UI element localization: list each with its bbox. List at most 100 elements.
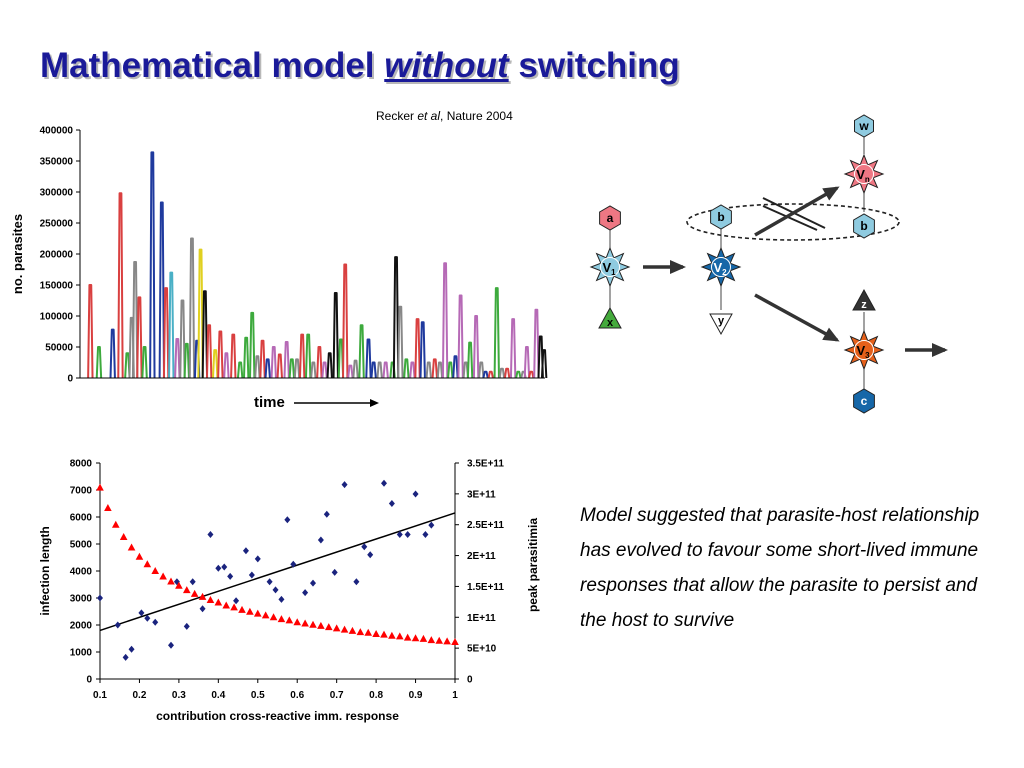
y-tick-label: 300000 [40,188,74,199]
cross-reactive-scatter-chart: 0 1000 2000 3000 4000 5000 6000 7000 8000 0 5E+10 1… [38,459,540,724]
infection-length-point [317,536,324,544]
infection-length-point [422,531,429,539]
parasite-peak [270,346,277,379]
node-z-triangle [852,288,876,311]
parasite-peak [403,358,410,379]
left-y-tick-label: 0 [86,675,92,686]
peak-parasitimia-point [403,633,412,641]
y-axis-label: no. parasites [10,214,25,294]
parasite-peak [392,256,400,379]
infection-length-point [138,609,145,617]
parasite-peak [211,349,219,379]
parasite-peak [293,358,301,379]
peak-parasitimia-point [269,613,278,621]
node-y-label: y [718,315,725,327]
infection-length-point [152,618,159,626]
parasite-peak [316,346,323,379]
right-y-tick-label: 5E+10 [467,644,497,655]
citation-etal: et al [417,109,441,123]
slide-title: Mathematical model without switching [40,46,680,86]
peak-parasitimia-point [380,630,388,638]
peak-parasitimia-point [372,629,380,637]
node-x-triangle [598,306,622,329]
parasite-peak [376,361,383,379]
node-a-label: a [607,211,614,225]
node-z-label: z [861,299,867,311]
peak-parasitimia-point [451,637,459,645]
peak-parasitimia-point [143,560,152,568]
parasite-peak [528,370,535,379]
parasite-peak [540,349,548,379]
right-y-axis-label: peak parasitimia [526,518,540,612]
parasite-peak [382,361,389,379]
parasite-peak [149,151,156,379]
peak-parasitimia-point [253,609,262,617]
parasite-peak [304,333,312,379]
parasite-peak [183,342,190,379]
right-y-tick-label: 2.5E+11 [467,520,504,531]
parasite-peak [472,315,480,379]
parasite-peak [425,361,432,379]
infection-length-point [168,641,174,649]
node-a-hexagon [599,205,621,231]
title-main: Mathematical model [40,46,385,85]
parasite-peak [509,318,517,379]
y-tick-label: 250000 [40,219,74,230]
parasite-peak [431,358,438,379]
parasite-peak [452,355,459,379]
parasite-peak [310,361,317,379]
infection-length-point [227,572,234,580]
infection-length-point [396,531,403,539]
left-y-tick-label: 4000 [70,567,93,578]
parasite-peak [466,341,474,379]
peak-parasitimia-point [214,598,223,606]
y-tick-label: 150000 [40,281,74,292]
trendline [99,512,456,632]
peak-parasitimia-point [135,552,144,560]
infection-length-point [254,555,261,563]
right-y-tick-label: 2E+11 [467,551,496,562]
node-c-hexagon [853,388,875,414]
infection-length-point [114,621,121,629]
y-tick-label: 200000 [40,250,74,261]
left-y-axis-label: infection length [38,526,52,615]
infection-length-point [183,622,190,630]
parasite-peak [478,361,485,379]
parasite-peak [205,324,213,379]
parasite-peak [87,284,94,379]
y-tick-label: 100000 [40,312,74,323]
y-tick-label: 400000 [40,126,74,137]
node-b_right-label: b [860,219,867,233]
peak-parasitimia-point [395,632,404,640]
parasite-peak [397,305,404,379]
parasite-peak [223,352,230,379]
y-tick-label: 0 [67,374,73,385]
parasite-peak [414,318,421,379]
parasite-peak [457,294,464,379]
infection-length-point [272,586,279,594]
parasite-peak [503,367,511,379]
citation-author: Recker [376,109,418,123]
infection-length-point [284,516,291,524]
infection-length-point [361,543,368,551]
peak-parasitimia-point [340,625,349,633]
parasite-peak [419,321,426,379]
infection-length-point [302,589,309,597]
parasite-peak [254,355,261,379]
infection-length-point [278,595,285,603]
node-b_left-hexagon [710,204,732,230]
right-y-tick-label: 1.5E+11 [467,582,504,593]
node-c-label: c [861,394,868,408]
x-axis-label: time [254,394,285,411]
parasite-peak [321,361,328,379]
peak-parasitimia-point [293,618,302,626]
parasite-peak [236,361,244,379]
peak-parasitimia-point [175,581,183,589]
node-b_right-hexagon [853,213,875,239]
parasite-peak [117,192,124,379]
parasite-peak [179,299,186,379]
left-y-tick-label: 8000 [70,459,93,470]
peak-parasitimia-point [261,611,270,619]
left-y-tick-label: 1000 [70,648,93,659]
